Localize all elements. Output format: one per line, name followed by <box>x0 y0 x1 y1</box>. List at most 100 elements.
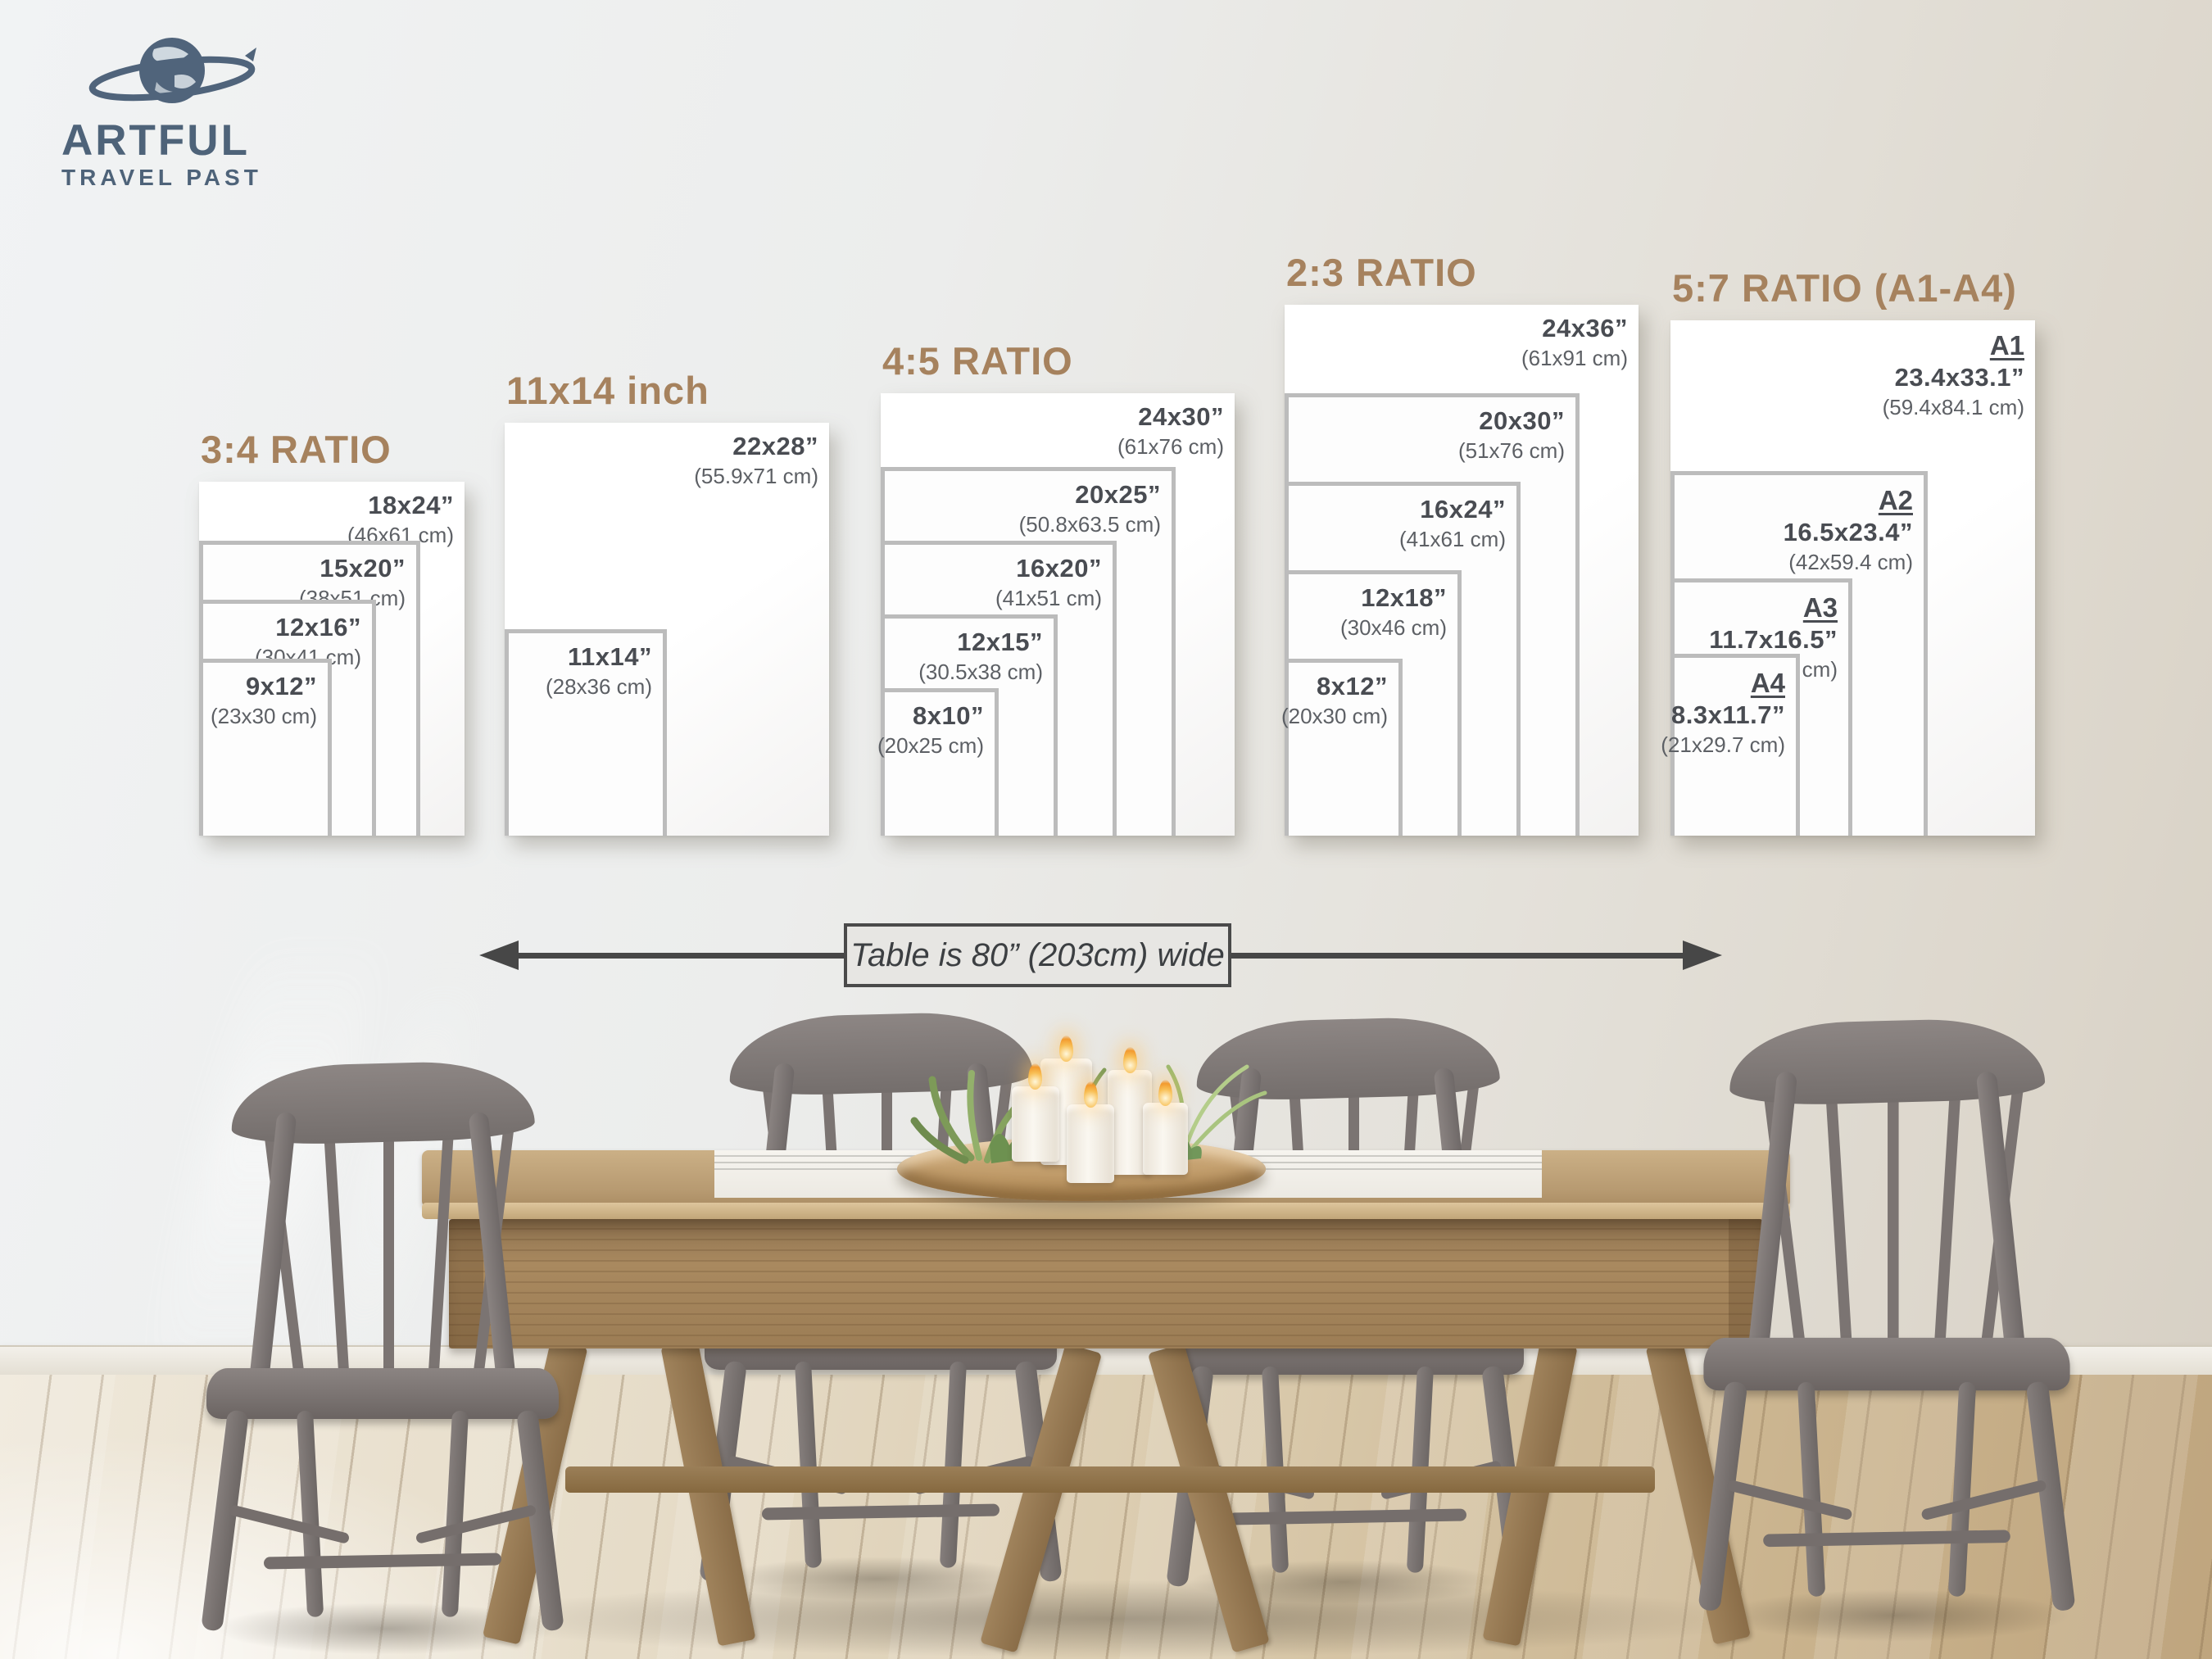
size-inches: 16x24” <box>1420 495 1506 524</box>
chair-shadow <box>721 1557 1032 1601</box>
size-inches: 20x30” <box>1479 406 1565 435</box>
table-apron-end <box>449 1219 483 1349</box>
size-label: 16x24” (41x61 cm) <box>1399 494 1506 554</box>
chair-spindle <box>1824 1082 1853 1356</box>
chair-stretcher <box>415 1504 537 1544</box>
brand-logo: ARTFUL TRAVEL PAST <box>61 33 332 191</box>
size-group-2: 11x14 inch 22x28” (55.9x71 cm) 11x14” (28x36… <box>505 369 829 836</box>
chair-stretcher <box>1726 1479 1853 1521</box>
size-group-5: 5:7 RATIO (A1-A4) A1 23.4x33.1” (59.4x84.1 … <box>1661 266 2035 836</box>
candle-flame <box>1158 1080 1172 1106</box>
size-inches: 12x16” <box>275 613 361 641</box>
size-cm: (50.8x63.5 cm) <box>1018 511 1161 537</box>
candle-flame <box>1123 1047 1137 1073</box>
chair-leg <box>201 1409 249 1632</box>
size-inches: 24x30” <box>1138 402 1224 431</box>
chair-front-left <box>201 1059 564 1645</box>
size-label: 11x14” (28x36 cm) <box>546 641 652 701</box>
size-cm: (55.9x71 cm) <box>694 463 818 488</box>
size-inches: 16x20” <box>1016 554 1102 582</box>
table-apron <box>449 1219 1763 1349</box>
chair-spindle <box>1933 1082 1962 1356</box>
table-stretcher <box>565 1466 1655 1493</box>
table-leg <box>660 1339 756 1647</box>
size-inches: 12x18” <box>1361 583 1447 612</box>
size-frame: 11x14” (28x36 cm) <box>505 629 667 836</box>
table-width-note: Table is 80” (203cm) wide <box>844 923 1231 987</box>
paper-size-name: A1 <box>1989 330 2024 360</box>
arrow-right-icon <box>1683 941 1722 970</box>
size-label: 24x36” (61x91 cm) <box>1521 313 1628 373</box>
size-label: 12x15” (30.5x38 cm) <box>918 627 1043 687</box>
candle <box>1067 1104 1114 1183</box>
size-frame: 9x12” (23x30 cm) <box>199 659 332 836</box>
size-label: 12x18” (30x46 cm) <box>1340 582 1447 642</box>
size-label: 22x28” (55.9x71 cm) <box>694 431 818 491</box>
size-label: 16x20” (41x51 cm) <box>995 553 1102 613</box>
size-label: 8x12” (20x30 cm) <box>1281 671 1388 731</box>
paper-size-name: A3 <box>1802 592 1838 623</box>
chair-spindle <box>383 1122 394 1385</box>
size-cm: (23x30 cm) <box>210 703 317 728</box>
chair-seat <box>206 1368 559 1419</box>
size-label: 20x30” (51x76 cm) <box>1458 406 1565 465</box>
chair-stretcher <box>228 1504 351 1544</box>
size-cm: (30x46 cm) <box>1339 614 1447 640</box>
size-cm: (20x25 cm) <box>877 732 984 758</box>
size-group-4: 2:3 RATIO 24x36” (61x91 cm) 20x30” (51x76 cm… <box>1281 251 1639 836</box>
size-frame: 8x10” (20x25 cm) <box>877 688 999 836</box>
chair-leg <box>1947 1381 1977 1598</box>
group-title: 2:3 RATIO <box>1286 251 1477 294</box>
size-cm: (41x51 cm) <box>995 585 1102 610</box>
table-cross-leg <box>980 1343 1103 1653</box>
size-inches: 18x24” <box>368 491 454 519</box>
chair-spindle <box>428 1122 455 1385</box>
size-inches: 16.5x23.4” <box>1783 518 1913 547</box>
size-cm: (30.5x38 cm) <box>918 659 1043 684</box>
centerpiece <box>893 1022 1278 1211</box>
size-inches: 23.4x33.1” <box>1894 363 2024 392</box>
chair-shadow <box>1719 1589 2071 1642</box>
size-label: A2 16.5x23.4” (42x59.4 cm) <box>1784 483 1913 577</box>
globe-icon <box>88 38 256 103</box>
size-inches: 12x15” <box>957 628 1043 656</box>
table-leg <box>1482 1339 1578 1647</box>
size-inches: 8x10” <box>913 701 984 730</box>
candle <box>1012 1086 1059 1162</box>
size-inches: 8x12” <box>1317 672 1388 700</box>
chair-leg <box>516 1409 564 1632</box>
arrow-left-icon <box>479 941 519 970</box>
candle <box>1143 1103 1188 1175</box>
size-cm: (20x30 cm) <box>1281 703 1388 728</box>
chair-leg <box>1698 1380 1748 1612</box>
chair-leg <box>2025 1380 2076 1612</box>
candle-flame <box>1028 1063 1042 1090</box>
group-title: 5:7 RATIO (A1-A4) <box>1672 266 2017 310</box>
size-inches: 24x36” <box>1542 314 1628 342</box>
size-cm: (61x76 cm) <box>1117 433 1224 459</box>
size-inches: 15x20” <box>320 554 406 582</box>
size-label: 24x30” (61x76 cm) <box>1117 401 1224 461</box>
table-shadow <box>459 1580 1770 1658</box>
size-inches: 8.3x11.7” <box>1671 700 1785 730</box>
chair-leg <box>441 1410 469 1618</box>
size-group-1: 3:4 RATIO 18x24” (46x61 cm) 15x20” (38x51 cm… <box>199 428 465 836</box>
chair-stretcher <box>1763 1530 2010 1548</box>
size-cm: (61x91 cm) <box>1521 345 1628 370</box>
chair-stretcher <box>1920 1479 2047 1521</box>
size-inches: 9x12” <box>246 672 317 700</box>
brand-subtitle: TRAVEL PAST <box>61 164 262 190</box>
size-cm: (59.4x84.1 cm) <box>1882 395 2024 419</box>
size-label: A1 23.4x33.1” (59.4x84.1 cm) <box>1883 329 2024 422</box>
brand-title: ARTFUL <box>61 116 250 165</box>
table-front-edge <box>422 1203 1790 1219</box>
chair-seat <box>1703 1337 2070 1391</box>
size-frame: 8x12” (20x30 cm) <box>1281 659 1403 836</box>
chair-leg <box>297 1410 324 1618</box>
chair-stretcher <box>263 1552 502 1570</box>
size-inches: 11.7x16.5” <box>1709 625 1838 655</box>
